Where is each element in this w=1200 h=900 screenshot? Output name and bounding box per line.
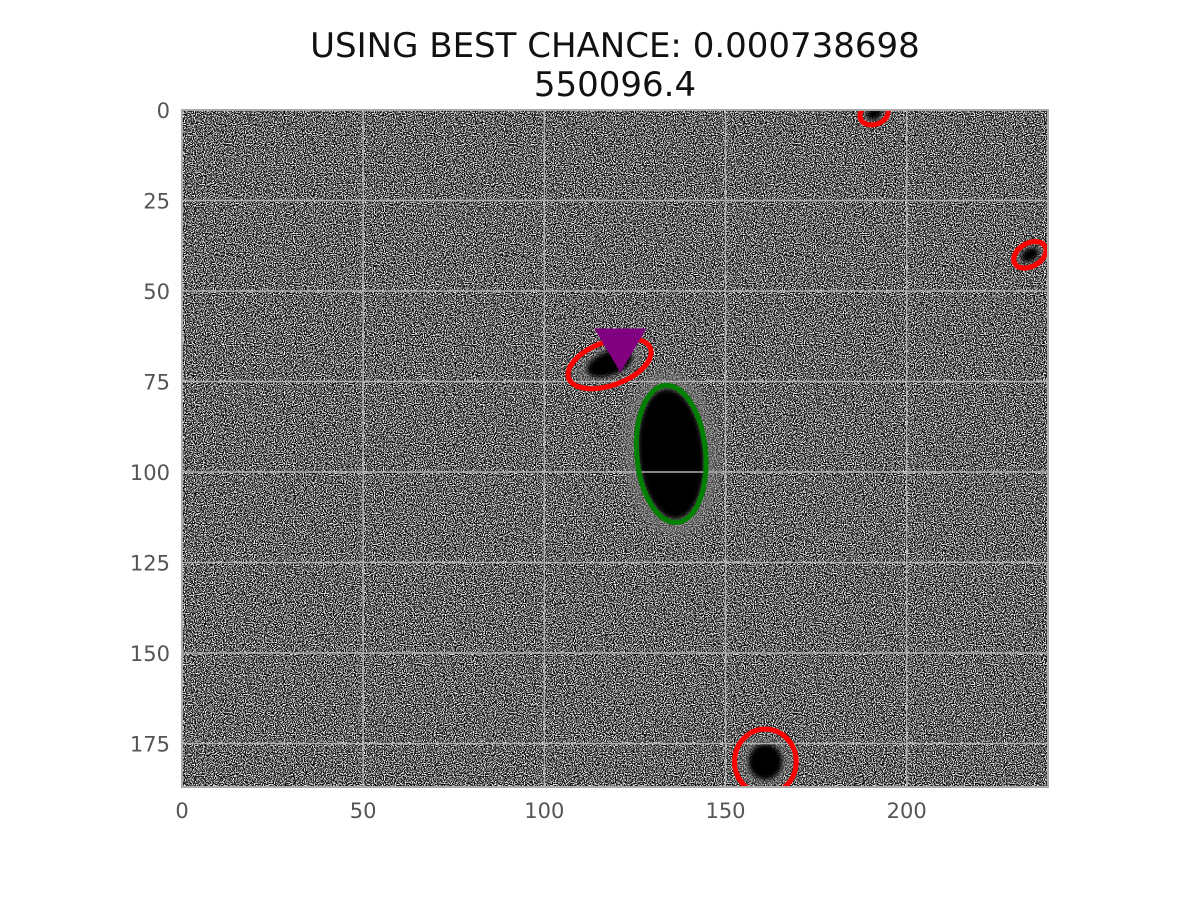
y-tick-label-50: 50 [143,280,170,304]
y-tick-label-150: 150 [130,642,170,666]
y-tick-label-125: 125 [130,552,170,576]
x-tick-label-150: 150 [705,799,745,823]
title-line-1: USING BEST CHANCE: 0.000738698 [310,26,920,66]
x-tick-label-100: 100 [524,799,564,823]
sky-image [182,102,1048,787]
y-tick-label-100: 100 [130,461,170,485]
x-tick-label-50: 50 [350,799,377,823]
noise-texture [182,110,1048,787]
y-tick-label-25: 25 [143,190,170,214]
y-tick-label-75: 75 [143,371,170,395]
source-core-2 [748,744,782,780]
y-tick-label-175: 175 [130,733,170,757]
x-axis: 0 50 100 150 200 [175,799,926,823]
title-line-2: 550096.4 [534,65,696,105]
y-tick-label-0: 0 [157,99,170,123]
x-tick-label-200: 200 [887,799,927,823]
x-tick-label-0: 0 [175,799,188,823]
y-axis: 0 25 50 75 100 125 150 175 [130,99,170,757]
